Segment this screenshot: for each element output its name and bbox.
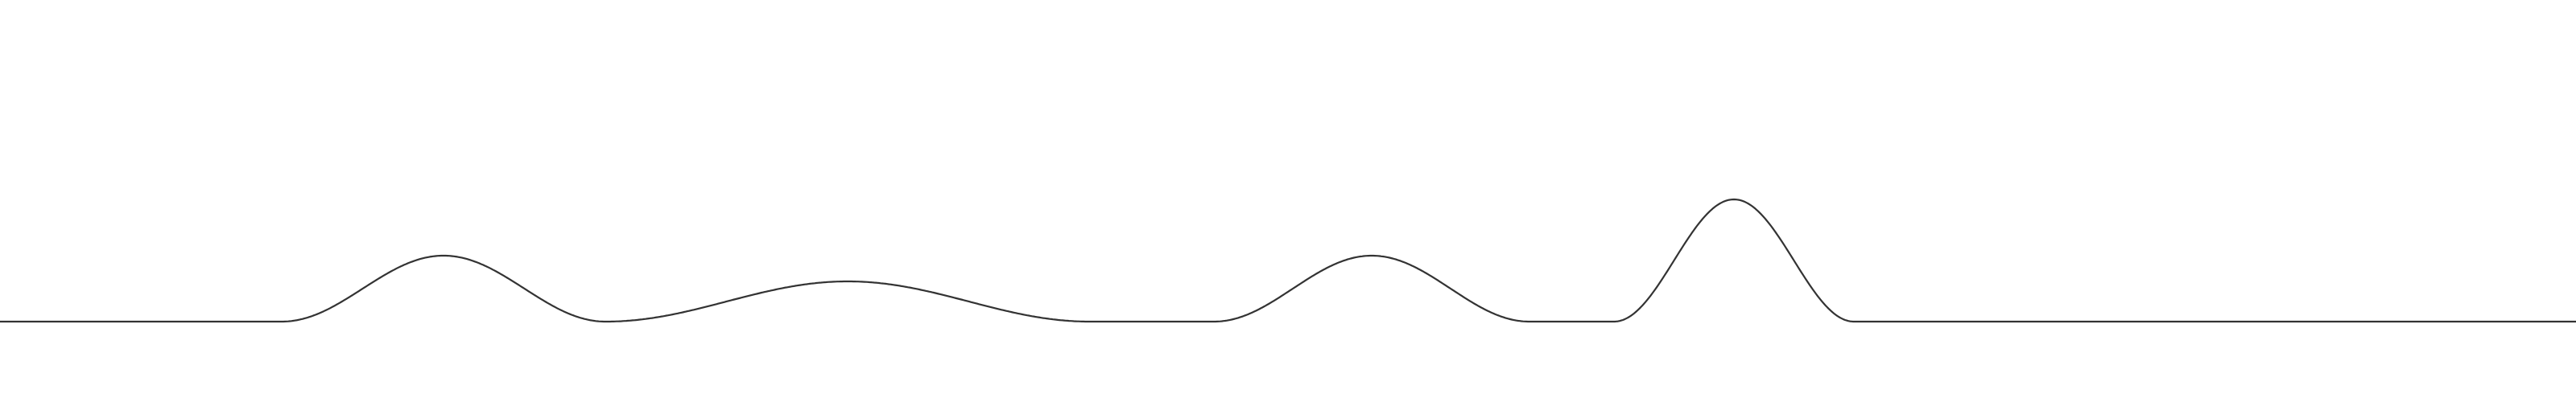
waveform-line [0, 198, 2576, 323]
